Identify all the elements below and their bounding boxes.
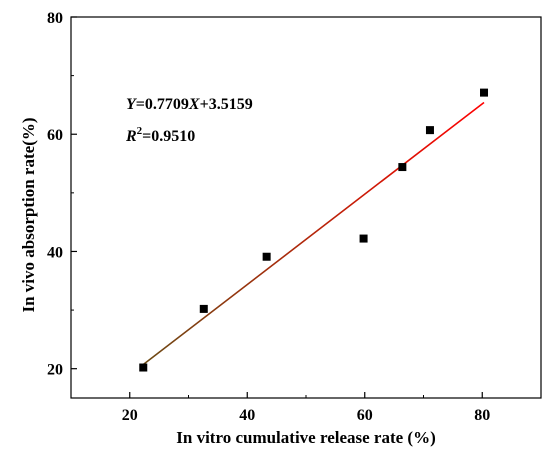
equation-label: Y=0.7709X+3.5159	[126, 96, 253, 113]
fit-line	[142, 101, 485, 366]
equation-y-var: Y	[126, 96, 137, 113]
equation-intercept: +3.5159	[200, 96, 253, 113]
data-point	[139, 363, 148, 372]
data-point	[425, 126, 434, 135]
x-tick-label: 80	[474, 407, 490, 424]
data-point	[480, 88, 489, 97]
y-tick-label: 80	[47, 10, 63, 27]
y-tick-label: 20	[47, 362, 63, 379]
x-axis-title: In vitro cumulative release rate (%)	[176, 428, 436, 447]
y-tick-label: 40	[47, 244, 63, 261]
data-point	[199, 304, 208, 313]
r-squared-value: =0.9510	[142, 128, 195, 145]
equation-x-var: X	[188, 96, 200, 113]
data-point	[262, 252, 271, 261]
x-tick-label: 20	[122, 407, 138, 424]
x-axis-ticks: 20 40 60 80	[70, 392, 542, 424]
x-tick-label: 40	[239, 407, 255, 424]
x-tick-label: 60	[357, 407, 373, 424]
data-point	[359, 234, 368, 243]
y-tick-label: 60	[47, 127, 63, 144]
equation-coefficient: =0.7709	[136, 96, 189, 113]
r-squared-var: R	[125, 128, 137, 145]
plot-frame	[70, 16, 542, 399]
data-point	[398, 163, 407, 172]
r-squared-exponent: 2	[137, 125, 143, 137]
y-axis-ticks: 20 40 60 80	[47, 10, 77, 379]
data-points	[139, 88, 489, 372]
y-axis-title: In vivo absorption rate(%)	[19, 117, 38, 312]
r-squared-label: R2=0.9510	[125, 125, 195, 145]
